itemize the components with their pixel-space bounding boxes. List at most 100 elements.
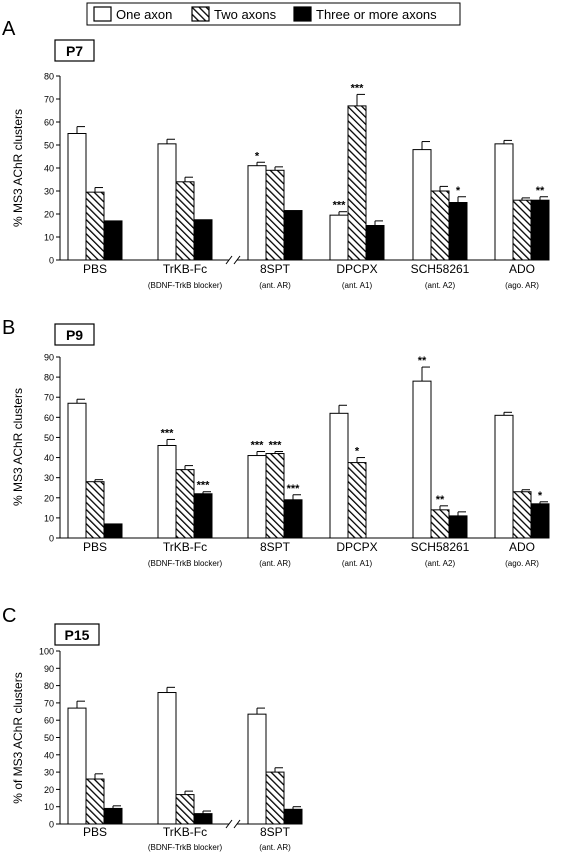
y-tick-label: 60 xyxy=(44,118,54,128)
panel-letter-c: C xyxy=(2,605,16,627)
bar xyxy=(347,462,367,539)
legend: One axon Two axons Three or more axons xyxy=(86,2,461,26)
axis-break-mark xyxy=(225,819,233,829)
axis-break-mark xyxy=(225,255,233,265)
bar xyxy=(494,143,514,261)
bar xyxy=(85,191,105,261)
category-sublabel: (ant. A2) xyxy=(425,281,456,290)
significance-mark: * xyxy=(538,490,543,502)
category-label: ADO xyxy=(509,540,535,554)
bar xyxy=(247,165,267,261)
category-label: PBS xyxy=(83,262,107,276)
significance-mark: ** xyxy=(436,494,445,506)
y-tick-label: 70 xyxy=(44,393,54,403)
category-sublabel: (ant. A1) xyxy=(342,559,373,568)
bar xyxy=(85,778,105,825)
category-sublabel: (ant. A2) xyxy=(425,559,456,568)
category-sublabel: (BDNF-TrkB blocker) xyxy=(148,559,223,568)
y-tick-label: 0 xyxy=(49,534,54,544)
bar xyxy=(265,771,285,825)
y-tick-label: 20 xyxy=(44,785,54,795)
significance-mark: *** xyxy=(161,427,175,439)
y-tick-label: 30 xyxy=(44,187,54,197)
y-tick-label: 90 xyxy=(44,353,54,363)
bar xyxy=(67,402,87,539)
bar xyxy=(157,444,177,539)
category-sublabel: (ant. AR) xyxy=(259,843,291,852)
category-label: PBS xyxy=(83,825,107,839)
y-tick-label: 70 xyxy=(44,95,54,105)
bar xyxy=(494,414,514,539)
bar xyxy=(265,169,285,261)
significance-mark: *** xyxy=(197,480,211,492)
bar xyxy=(365,225,385,261)
category-label: PBS xyxy=(83,540,107,554)
category-label: SCH58261 xyxy=(411,262,470,276)
bar xyxy=(512,199,532,261)
y-tick-label: 50 xyxy=(44,733,54,743)
y-tick-label: 90 xyxy=(44,664,54,674)
bar xyxy=(247,713,267,825)
y-tick-label: 20 xyxy=(44,493,54,503)
y-tick-label: 40 xyxy=(44,453,54,463)
bar xyxy=(175,469,195,539)
bar xyxy=(103,807,123,825)
category-label: DPCPX xyxy=(336,262,377,276)
bar xyxy=(530,503,550,539)
legend-label-three-axons: Three or more axons xyxy=(316,7,437,22)
bar xyxy=(329,412,349,539)
significance-mark: *** xyxy=(251,440,265,452)
bar xyxy=(412,380,432,539)
bar xyxy=(67,707,87,825)
bar xyxy=(193,219,213,261)
category-label: TrKB-Fc xyxy=(163,262,207,276)
age-label-p9: P9 xyxy=(66,327,83,343)
panel-letter-a: A xyxy=(2,18,16,40)
category-sublabel: (ant. A1) xyxy=(342,281,373,290)
significance-mark: *** xyxy=(287,483,301,495)
category-sublabel: (ago. AR) xyxy=(505,559,539,568)
significance-mark: ** xyxy=(418,355,427,367)
age-label-p7: P7 xyxy=(66,43,83,59)
legend-swatch-two-axons xyxy=(191,6,210,22)
bar xyxy=(430,509,450,539)
y-tick-label: 40 xyxy=(44,750,54,760)
legend-swatch-one-axon xyxy=(93,6,112,22)
significance-mark: ** xyxy=(536,185,545,197)
category-label: TrKB-Fc xyxy=(163,540,207,554)
bar xyxy=(103,220,123,261)
bar xyxy=(103,523,123,539)
bar xyxy=(430,190,450,261)
bar xyxy=(347,105,367,261)
chart-panel-c: 0 10 20 30 40 50 60 70 80 90 100 PBS TrKB-Fc (BDNF-Tr… xyxy=(39,647,303,852)
bar xyxy=(193,813,213,825)
bar xyxy=(67,133,87,261)
panel-letter-b: B xyxy=(2,317,15,339)
bar xyxy=(175,181,195,261)
y-tick-label: 70 xyxy=(44,698,54,708)
bar xyxy=(283,210,303,261)
axis-break-mark xyxy=(233,255,241,265)
axis-break-mark xyxy=(233,819,241,829)
category-sublabel: (ant. AR) xyxy=(259,559,291,568)
legend-swatch-three-axons xyxy=(293,6,312,22)
y-axis-title-c: % of MS3 AChR clusters xyxy=(11,672,25,803)
category-label: SCH58261 xyxy=(411,540,470,554)
y-tick-label: 30 xyxy=(44,768,54,778)
bar xyxy=(448,515,468,539)
legend-label-two-axons: Two axons xyxy=(214,7,277,22)
y-axis-title-b: % MS3 AChR clusters xyxy=(11,388,25,506)
y-tick-label: 0 xyxy=(49,820,54,830)
bar xyxy=(175,794,195,825)
category-label: 8SPT xyxy=(260,262,291,276)
age-label-p15: P15 xyxy=(65,627,90,643)
bar xyxy=(157,143,177,261)
y-tick-label: 10 xyxy=(44,802,54,812)
chart-panel-a: 0 10 20 30 40 50 60 70 80 PBS TrKB-Fc (BDNF-TrkB bl… xyxy=(44,72,550,290)
age-box-p15 xyxy=(54,623,100,646)
bar xyxy=(157,692,177,825)
chart-panel-b: 0102030405060708090PBS******TrKB-Fc(BDNF… xyxy=(44,353,550,568)
y-tick-label: 10 xyxy=(44,233,54,243)
y-tick-label: 10 xyxy=(44,513,54,523)
